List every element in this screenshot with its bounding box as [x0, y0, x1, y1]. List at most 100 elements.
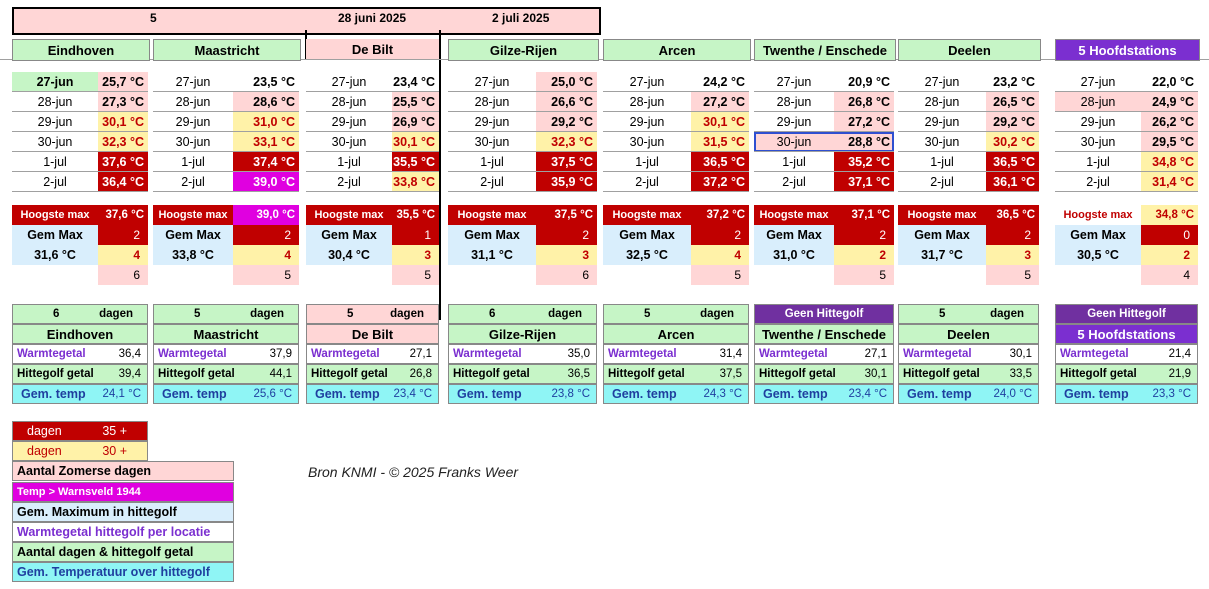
temp-cell[interactable]: 29,2 °C [986, 112, 1039, 132]
days-30-plus[interactable]: 3 [536, 245, 597, 265]
date-cell[interactable]: 27-jun [924, 75, 960, 89]
station-name-bottom[interactable]: Twenthe / Enschede [754, 324, 894, 344]
days-30-plus[interactable]: 3 [392, 245, 439, 265]
hoogste-max-value[interactable]: 39,0 °C [233, 205, 299, 225]
gem-max-value[interactable]: 30,4 °C [306, 245, 392, 265]
hoogste-max-value[interactable]: 36,5 °C [986, 205, 1039, 225]
temp-cell[interactable]: 37,6 °C [98, 152, 148, 172]
temp-cell[interactable]: 25,0 °C [536, 72, 597, 92]
date-cell[interactable]: 28-jun [1055, 92, 1141, 112]
date-cell[interactable]: 29-jun [776, 115, 812, 129]
temp-cell[interactable]: 26,9 °C [392, 112, 439, 132]
date-cell[interactable]: 28-jun [37, 95, 73, 109]
station-header[interactable]: Deelen [898, 39, 1041, 61]
temp-cell[interactable]: 23,2 °C [993, 75, 1035, 89]
days-30-plus[interactable]: 4 [98, 245, 148, 265]
zomerse-dagen[interactable]: 5 [233, 265, 299, 285]
zomerse-dagen[interactable]: 5 [986, 265, 1039, 285]
date-cell[interactable]: 30-jun [629, 135, 665, 149]
zomerse-dagen[interactable]: 6 [536, 265, 597, 285]
date-cell[interactable]: 1-jul [43, 155, 67, 169]
date-cell[interactable]: 30-jun [754, 132, 834, 152]
temp-cell[interactable]: 26,2 °C [1141, 112, 1198, 132]
hoogste-max-value[interactable]: 37,5 °C [536, 205, 597, 225]
gem-max-value[interactable]: 31,7 °C [898, 245, 986, 265]
temp-cell[interactable]: 28,8 °C [834, 132, 894, 152]
days-35-plus[interactable]: 2 [691, 225, 749, 245]
date-cell[interactable]: 29-jun [37, 115, 73, 129]
zomerse-dagen[interactable]: 5 [691, 265, 749, 285]
temp-cell[interactable]: 29,2 °C [536, 112, 597, 132]
date-cell[interactable]: 2-jul [782, 175, 806, 189]
days-35-plus[interactable]: 2 [834, 225, 894, 245]
station-name-bottom[interactable]: 5 Hoofdstations [1055, 324, 1198, 344]
hoogste-max-value[interactable]: 37,6 °C [98, 205, 148, 225]
station-name-bottom[interactable]: Gilze-Rijen [448, 324, 597, 344]
days-35-plus[interactable]: 0 [1141, 225, 1198, 245]
temp-cell[interactable]: 27,3 °C [98, 92, 148, 112]
hoogste-max-value[interactable]: 37,1 °C [834, 205, 894, 225]
temp-cell[interactable]: 24,2 °C [703, 75, 745, 89]
date-cell[interactable]: 28-jun [175, 95, 211, 109]
date-cell[interactable]: 2-jul [635, 175, 659, 189]
date-cell[interactable]: 2-jul [480, 175, 504, 189]
date-cell[interactable]: 1-jul [337, 155, 361, 169]
date-cell[interactable]: 30-jun [924, 135, 960, 149]
date-cell[interactable]: 1-jul [635, 155, 659, 169]
temp-cell[interactable]: 25,5 °C [392, 92, 439, 112]
days-30-plus[interactable]: 2 [1141, 245, 1198, 265]
station-header[interactable]: De Bilt [306, 39, 439, 59]
temp-cell[interactable]: 31,4 °C [1141, 172, 1198, 192]
station-name-bottom[interactable]: Maastricht [153, 324, 299, 344]
days-30-plus[interactable]: 4 [691, 245, 749, 265]
temp-cell[interactable]: 30,1 °C [691, 112, 749, 132]
temp-cell[interactable]: 30,1 °C [392, 132, 439, 152]
temp-cell[interactable]: 33,1 °C [233, 132, 299, 152]
temp-cell[interactable]: 37,5 °C [536, 152, 597, 172]
temp-cell[interactable]: 30,1 °C [98, 112, 148, 132]
temp-cell[interactable]: 27,2 °C [691, 92, 749, 112]
zomerse-dagen[interactable]: 5 [392, 265, 439, 285]
date-cell[interactable]: 30-jun [1080, 135, 1116, 149]
temp-cell[interactable]: 32,3 °C [98, 132, 148, 152]
temp-cell[interactable]: 36,4 °C [98, 172, 148, 192]
date-cell[interactable]: 2-jul [1086, 175, 1110, 189]
date-cell[interactable]: 28-jun [776, 95, 812, 109]
station-header[interactable]: Maastricht [153, 39, 301, 61]
days-30-plus[interactable]: 2 [834, 245, 894, 265]
station-header[interactable]: Gilze-Rijen [448, 39, 599, 61]
date-cell[interactable]: 29-jun [175, 115, 211, 129]
date-cell[interactable]: 2-jul [337, 175, 361, 189]
zomerse-dagen[interactable]: 4 [1141, 265, 1198, 285]
date-cell[interactable]: 2-jul [43, 175, 67, 189]
hoogste-max-value[interactable]: 37,2 °C [691, 205, 749, 225]
date-cell[interactable]: 29-jun [629, 115, 665, 129]
days-30-plus[interactable]: 3 [986, 245, 1039, 265]
station-header[interactable]: 5 Hoofdstations [1055, 39, 1200, 61]
date-cell[interactable]: 27-jun [175, 75, 211, 89]
date-cell[interactable]: 2-jul [930, 175, 954, 189]
date-cell[interactable]: 27-jun [629, 75, 665, 89]
gem-max-value[interactable]: 31,0 °C [754, 245, 834, 265]
temp-cell[interactable]: 29,5 °C [1141, 132, 1198, 152]
days-35-plus[interactable]: 2 [986, 225, 1039, 245]
date-cell[interactable]: 27-jun [474, 75, 510, 89]
temp-cell[interactable]: 33,8 °C [392, 172, 439, 192]
date-cell[interactable]: 28-jun [629, 95, 665, 109]
zomerse-dagen[interactable]: 5 [834, 265, 894, 285]
date-cell[interactable]: 29-jun [1080, 115, 1116, 129]
zomerse-dagen[interactable]: 6 [98, 265, 148, 285]
days-30-plus[interactable]: 4 [233, 245, 299, 265]
days-35-plus[interactable]: 1 [392, 225, 439, 245]
gem-max-value[interactable]: 31,1 °C [448, 245, 536, 265]
date-cell[interactable]: 1-jul [480, 155, 504, 169]
date-cell[interactable]: 1-jul [181, 155, 205, 169]
date-cell[interactable]: 1-jul [782, 155, 806, 169]
date-cell[interactable]: 27-jun [12, 72, 98, 92]
date-cell[interactable]: 28-jun [924, 95, 960, 109]
date-cell[interactable]: 27-jun [1080, 75, 1116, 89]
temp-cell[interactable]: 25,7 °C [98, 72, 148, 92]
date-cell[interactable]: 29-jun [331, 115, 367, 129]
temp-cell[interactable]: 26,6 °C [536, 92, 597, 112]
temp-cell[interactable]: 35,2 °C [834, 152, 894, 172]
